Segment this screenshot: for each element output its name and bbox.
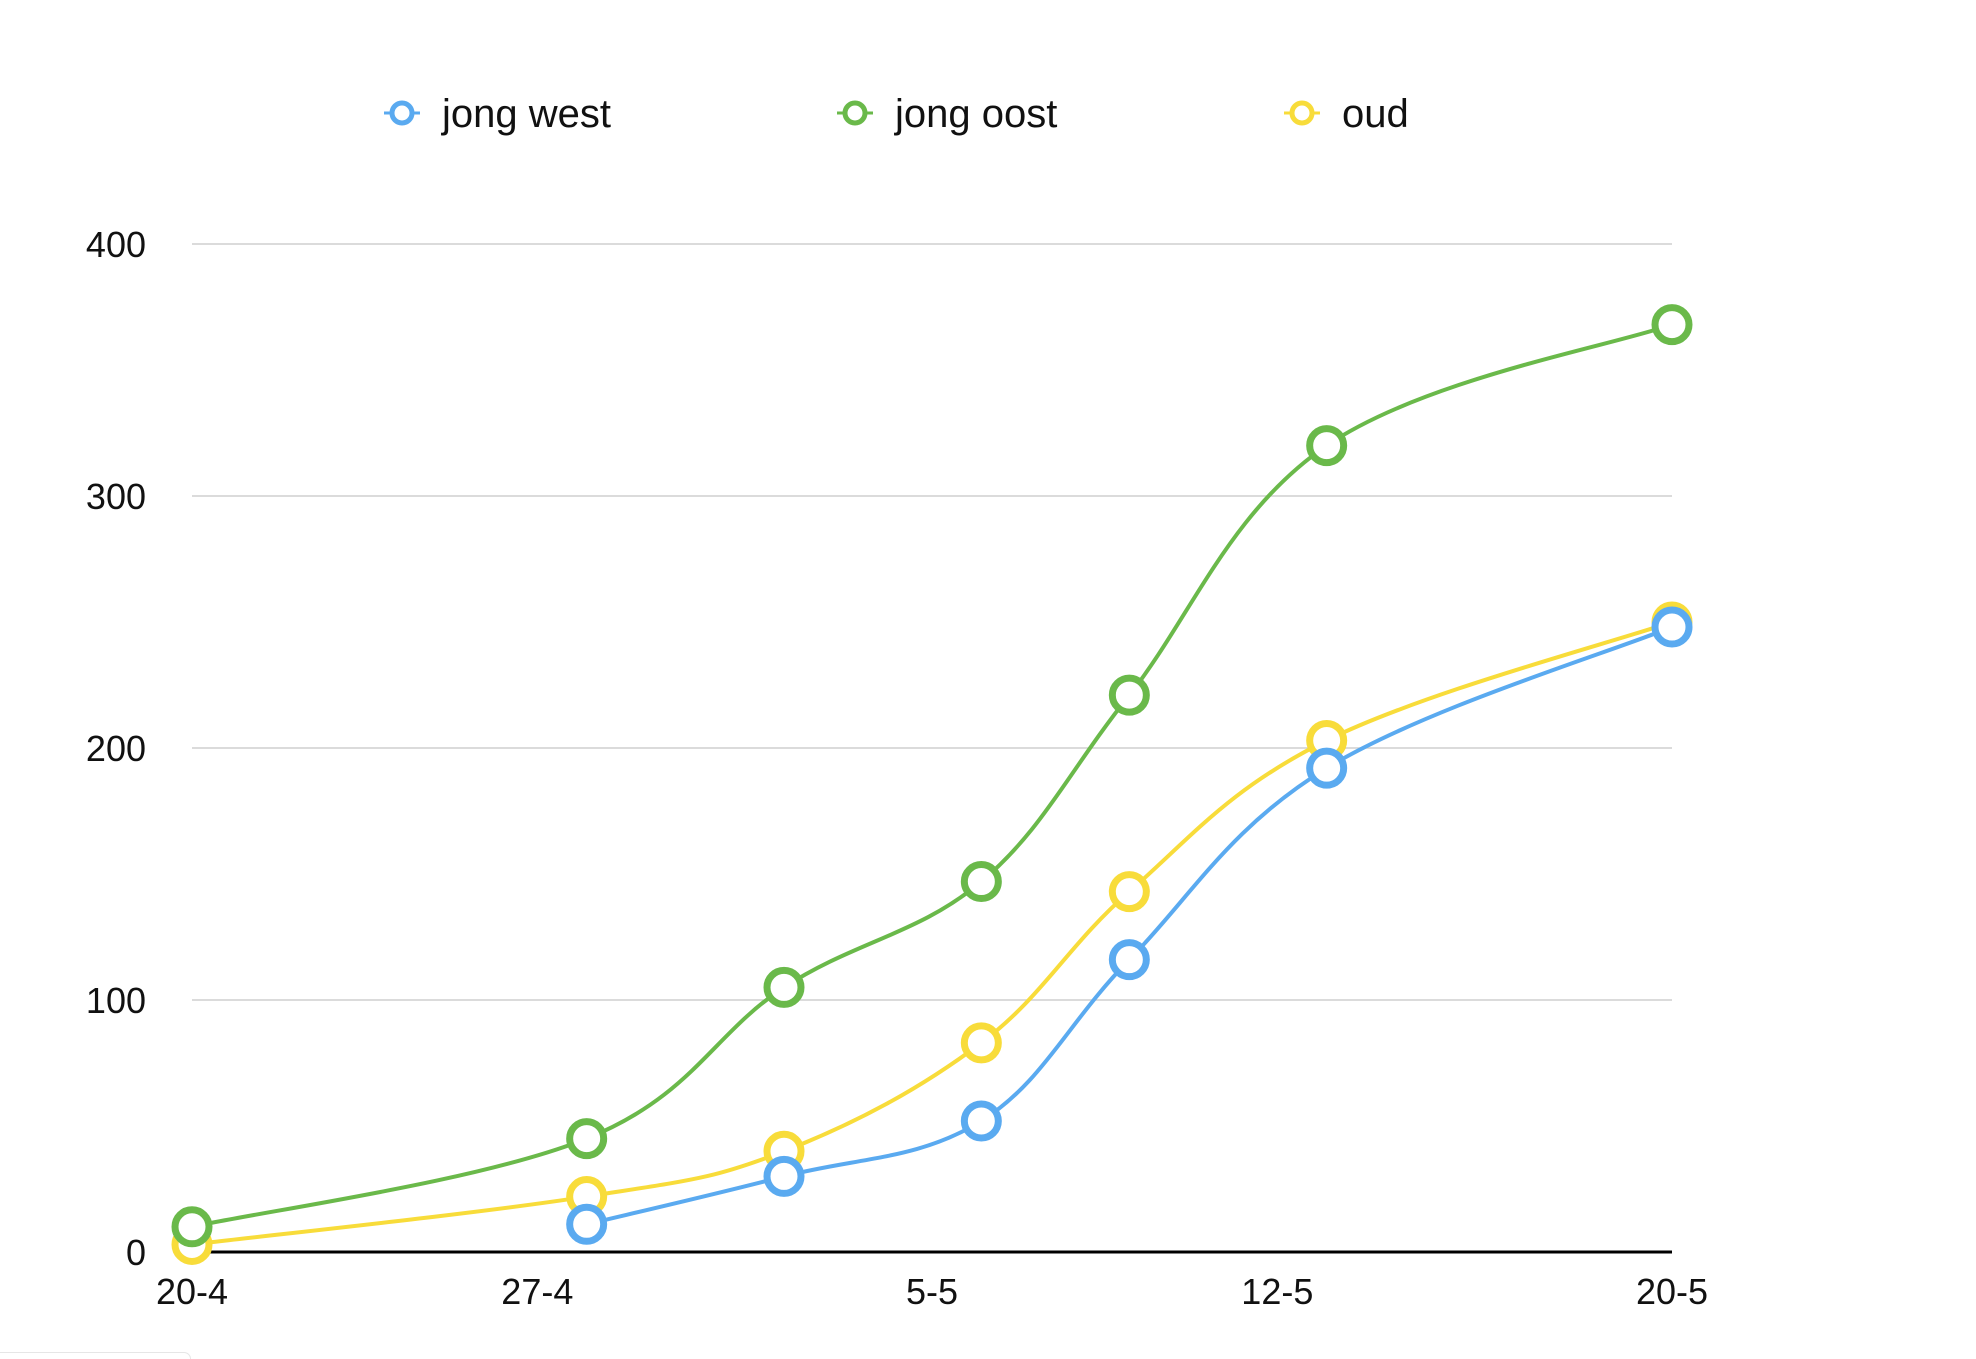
y-axis: 0 100 200 300 400 — [86, 224, 146, 1273]
x-tick-label: 12-5 — [1241, 1271, 1313, 1312]
legend: jong west jong oost oud — [384, 92, 1409, 136]
series-jong-west — [566, 606, 1693, 1245]
data-point — [1306, 425, 1348, 467]
data-point — [1108, 939, 1150, 981]
data-point — [566, 1203, 608, 1245]
data-point — [1651, 304, 1693, 346]
legend-marker — [842, 100, 868, 126]
series-layer — [171, 304, 1693, 1265]
x-tick-label: 20-5 — [1636, 1271, 1708, 1312]
legend-label: jong oost — [894, 92, 1057, 136]
gridlines — [192, 243, 1672, 1001]
data-point — [1108, 871, 1150, 913]
x-tick-label: 27-4 — [501, 1271, 573, 1312]
y-tick-label: 400 — [86, 224, 146, 265]
y-tick-label: 0 — [126, 1232, 146, 1273]
series-jong-oost — [171, 304, 1693, 1248]
series-oud — [171, 601, 1693, 1265]
series-line — [584, 625, 1674, 1227]
data-point — [960, 861, 1002, 903]
data-point — [566, 1118, 608, 1160]
y-tick-label: 100 — [86, 980, 146, 1021]
data-point — [763, 966, 805, 1008]
data-point — [1651, 606, 1693, 648]
data-point — [171, 1206, 213, 1248]
y-tick-label: 300 — [86, 476, 146, 517]
legend-label: jong west — [441, 92, 611, 136]
data-point — [1306, 747, 1348, 789]
series-line — [190, 620, 1674, 1247]
y-tick-label: 200 — [86, 728, 146, 769]
data-point — [960, 1100, 1002, 1142]
x-tick-label: 20-4 — [156, 1271, 228, 1312]
legend-entry: oud — [1284, 92, 1409, 136]
corner-tab — [0, 1352, 191, 1359]
data-point — [1108, 674, 1150, 716]
data-point — [960, 1022, 1002, 1064]
legend-entry: jong west — [384, 92, 611, 136]
x-tick-label: 5-5 — [906, 1271, 958, 1312]
series-line — [190, 322, 1674, 1229]
legend-label: oud — [1342, 92, 1409, 136]
legend-marker — [1289, 100, 1315, 126]
legend-entry: jong oost — [837, 92, 1057, 136]
data-point — [763, 1155, 805, 1197]
legend-marker — [389, 100, 415, 126]
x-axis: 20-4 27-4 5-5 12-5 20-5 — [156, 1250, 1708, 1312]
